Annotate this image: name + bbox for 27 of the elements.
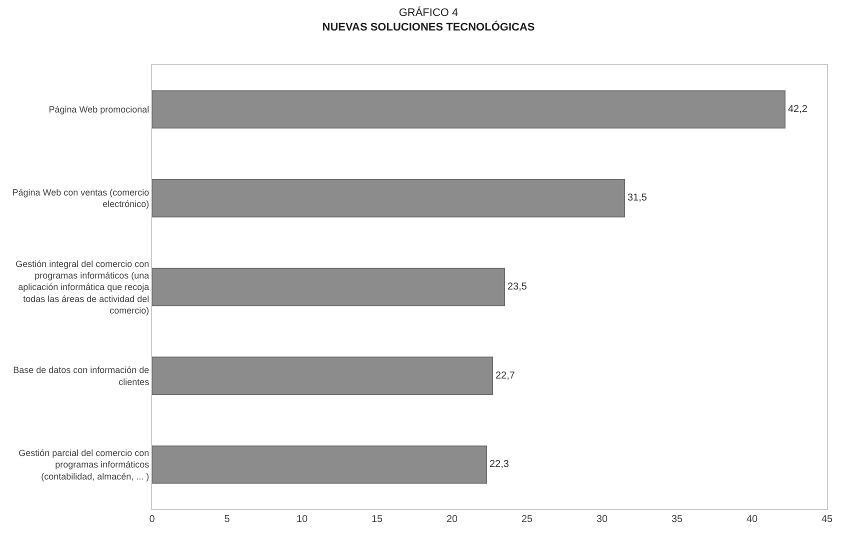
bar (152, 445, 487, 484)
x-tick-label: 35 (671, 514, 683, 525)
data-label: 22,3 (490, 459, 510, 470)
x-tick-label: 5 (224, 514, 230, 525)
data-label: 31,5 (628, 192, 648, 204)
bar (152, 268, 505, 306)
y-tick-label: Gestión integral del comercio con programas informáticos (una aplicación informática que recoja todas las áreas de actividad del comercio) (16, 258, 150, 316)
x-tick-label: 45 (821, 514, 833, 525)
x-tick-label: 25 (521, 514, 533, 525)
x-tick-label: 20 (446, 514, 458, 525)
data-label: 22,7 (496, 370, 516, 382)
chart-subtitle: NUEVAS SOLUCIONES TECNOLÓGICAS (322, 20, 535, 34)
y-tick-label: Gestión parcial del comercio con programas informáticos (contabilidad, almacén, ... ) (18, 448, 150, 482)
x-tick-label: 10 (296, 514, 308, 525)
x-tick-label: 30 (596, 514, 608, 525)
x-tick-label: 0 (149, 514, 156, 525)
data-label: 23,5 (508, 282, 528, 292)
chart-title: GRÁFICO 4 (398, 6, 458, 20)
data-label: 42,2 (788, 104, 808, 115)
bar (152, 179, 625, 218)
bar (152, 356, 493, 395)
x-tick-label: 15 (371, 514, 383, 525)
y-tick-label: Página Web promocional (48, 104, 150, 115)
y-tick-label: Página Web con ventas (comercio electrónico) (12, 188, 150, 210)
x-tick-label: 40 (746, 514, 758, 525)
bar (152, 90, 786, 129)
y-tick-label: Base de datos con información de clientes (13, 365, 150, 387)
